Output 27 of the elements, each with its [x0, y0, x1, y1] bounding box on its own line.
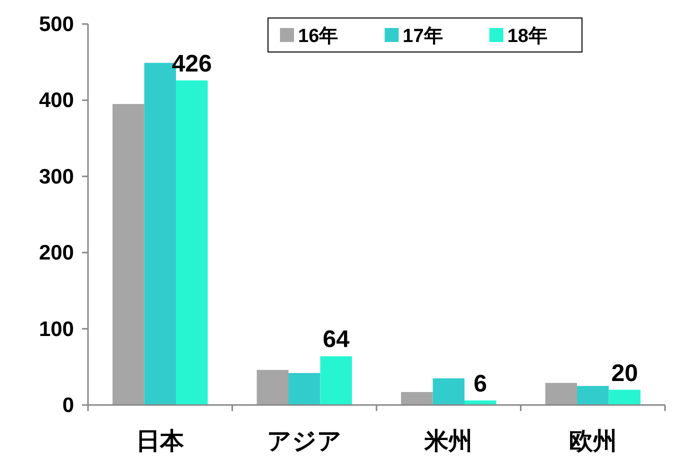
bar	[432, 378, 464, 405]
legend-label: 17年	[402, 26, 443, 47]
data-label: 20	[611, 360, 638, 387]
bar	[256, 370, 289, 405]
x-tick-label: 日本	[136, 428, 186, 455]
legend-label: 16年	[298, 26, 338, 47]
y-tick-label: 200	[38, 242, 74, 265]
y-tick-label: 400	[38, 89, 74, 112]
y-tick-label: 100	[38, 318, 74, 341]
y-tick-label: 500	[38, 13, 74, 36]
bar	[608, 390, 640, 405]
bar	[545, 382, 578, 405]
x-tick-label: 米州	[424, 428, 473, 455]
x-tick-label: アジア	[266, 428, 342, 455]
bar	[320, 356, 352, 405]
legend-label: 18年	[507, 26, 548, 47]
bar	[401, 392, 433, 405]
y-tick-label: 0	[62, 394, 74, 417]
data-label: 426	[172, 50, 212, 78]
y-tick-label: 300	[38, 165, 74, 188]
data-label: 64	[322, 326, 350, 354]
bar	[112, 104, 144, 405]
bar	[577, 386, 609, 405]
data-label: 6	[474, 370, 488, 398]
bar	[288, 372, 320, 405]
bar	[176, 80, 208, 405]
x-tick-label: 欧州	[568, 428, 617, 455]
